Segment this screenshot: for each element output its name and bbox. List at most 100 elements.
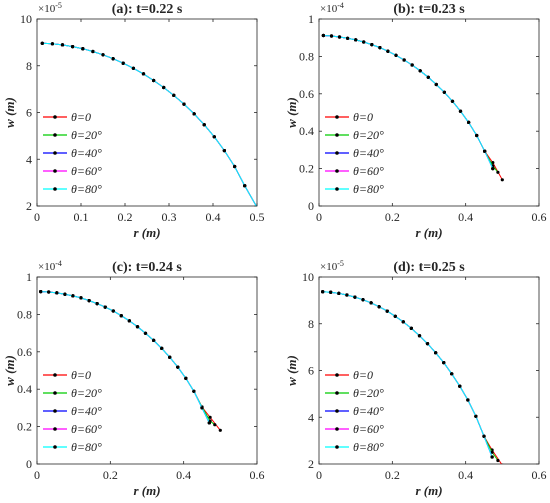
data-point [87,299,91,303]
data-point [385,309,389,313]
data-point [152,338,156,342]
data-point [202,123,206,127]
x-tick-label: 0.4 [458,468,473,482]
data-point [490,455,494,459]
legend-label: θ=20° [71,386,102,400]
legend-marker [335,169,339,173]
data-point [95,302,99,306]
data-point [337,291,341,295]
data-point [450,372,454,376]
legend-marker [335,391,339,395]
data-point [329,34,334,38]
data-point [418,69,422,73]
y-tick-label: 10 [20,12,32,26]
data-point [60,43,65,47]
legend-marker [53,373,57,377]
data-point [353,295,357,299]
data-point [370,43,374,47]
data-point [458,384,462,388]
x-tick-label: 0.6 [250,468,265,482]
legend-label: θ=80° [71,182,102,196]
series-5 [39,290,211,425]
legend-label: θ=20° [353,128,384,142]
data-point [101,53,105,57]
legend: θ=0 θ=20° θ=40° θ=60° θ=80° [43,368,102,454]
data-point [160,346,164,350]
data-point [50,42,55,46]
y-exponent-label: ×10-5 [38,1,62,15]
data-point [192,389,196,393]
chart-title: (b): t=0.23 s [393,2,465,17]
series-5 [40,41,257,206]
y-tick-label: 0 [308,199,314,213]
data-point [184,376,188,380]
y-tick-label: 0.8 [17,307,32,321]
data-point [434,82,438,87]
data-point [434,351,438,355]
panel-3: (c): t=0.24 s 0 0.2 0.4 0.6 0 0.2 0.4 0.6 0.8 1 ×10… [2,259,265,498]
y-tick-label: 0.2 [17,420,32,434]
y-exponent-label: ×10-4 [38,259,62,273]
x-tick-label: 0.2 [385,468,400,482]
y-tick-label: 4 [26,152,32,166]
x-tick-label: 0 [34,468,40,482]
legend-marker [335,445,339,449]
data-point [426,75,430,79]
data-point [81,47,85,51]
x-tick-label: 0.6 [532,210,547,224]
data-point [55,291,59,295]
y-tick-label: 0.6 [17,345,32,359]
legend-label: θ=80° [353,182,384,196]
chart-title: (d): t=0.25 s [393,260,465,275]
y-axis-label: w (m) [2,97,17,128]
data-point [111,57,115,61]
legend-label: θ=60° [353,422,384,436]
y-tick-label: 6 [26,106,32,120]
y-tick-label: 0 [26,457,32,471]
data-point [47,290,51,294]
plot-area [318,18,540,207]
data-point [496,458,500,463]
legend-marker [53,151,57,155]
x-axis-label: r (m) [415,483,442,498]
y-exponent-label: ×10-4 [320,1,344,15]
legend-marker [335,187,339,191]
data-point [501,463,504,464]
x-tick-label: 0.1 [74,210,89,224]
data-point [192,112,196,116]
data-point [450,99,455,103]
data-point [496,170,500,174]
data-point [121,61,125,65]
data-point [369,301,373,305]
legend-label: θ=40° [353,404,384,418]
data-point [172,93,176,97]
data-point [491,167,495,171]
y-tick-label: 1 [308,12,314,26]
plot-area [36,276,258,465]
y-tick-label: 2 [308,457,314,471]
data-point [162,85,166,90]
data-point [212,135,216,139]
data-point [40,41,44,45]
data-point [222,149,226,153]
data-point [111,309,115,313]
x-tick-label: 0.2 [103,468,118,482]
data-point [378,46,382,50]
data-point [377,305,381,309]
data-point [354,38,358,42]
data-point [182,102,186,106]
y-tick-label: 4 [308,410,314,424]
x-tick-label: 0.2 [118,210,133,224]
legend-label: θ=0 [71,368,91,382]
legend-label: θ=40° [353,146,384,160]
data-point [218,428,222,432]
y-axis-label: w (m) [2,355,17,386]
x-tick-label: 0.4 [458,210,473,224]
legend-label: θ=40° [71,404,102,418]
legend-marker [335,427,339,431]
legend-marker [53,427,57,431]
data-point [208,415,212,419]
data-point [152,78,156,83]
data-point [425,342,430,346]
